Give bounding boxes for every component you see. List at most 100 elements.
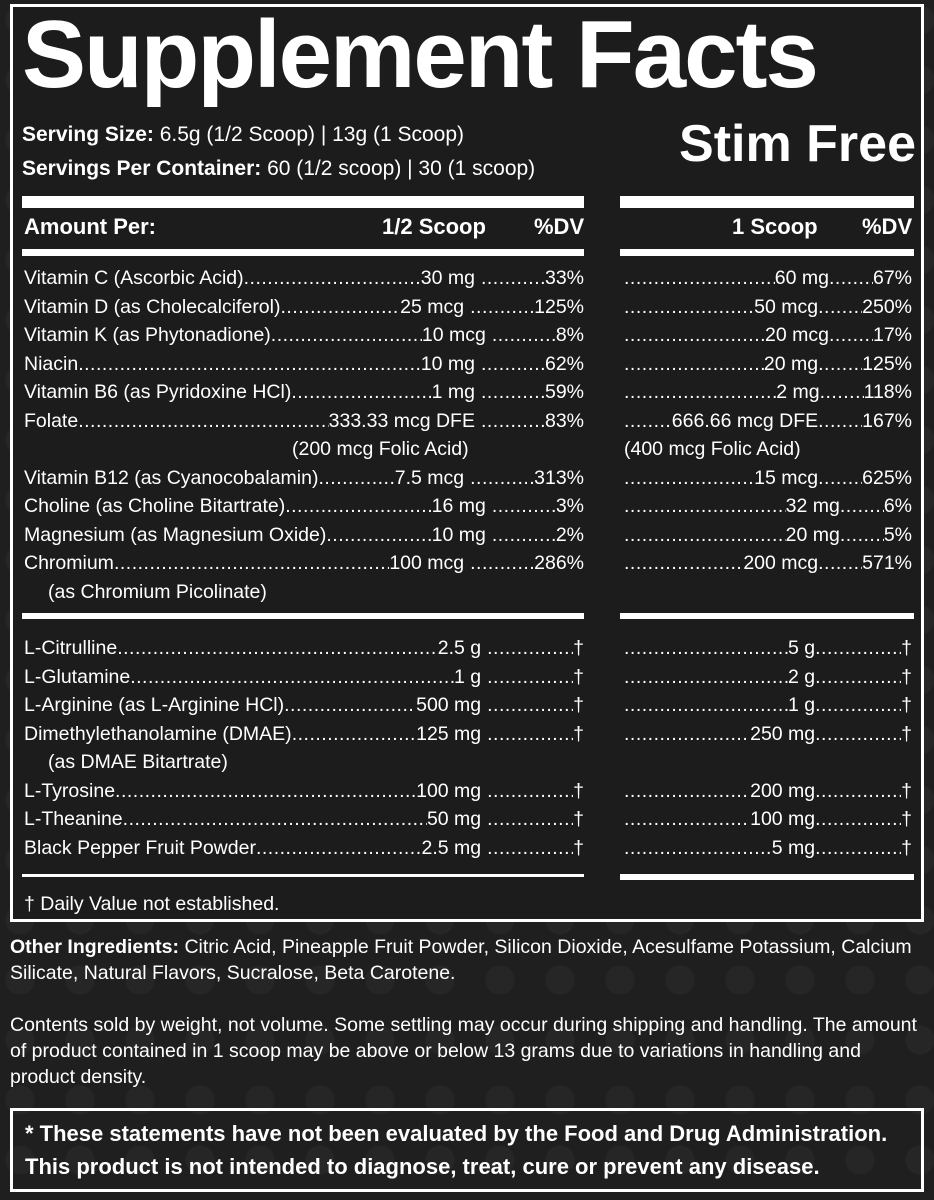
bottom-divider-left [22,874,584,877]
leader-dots [815,691,901,719]
one-scoop-note: (400 mcg Folic Acid) [624,438,801,460]
leader-dots [487,834,573,862]
leader-dots [624,321,765,349]
amount-one-scoop: 200 mg [750,779,816,802]
leader-dots [624,777,750,805]
amount-one-scoop: 200 mcg [743,552,819,574]
amount-one-scoop: 5 mg [771,836,816,859]
top-divider-right [620,196,914,208]
amount-half-scoop: 25 mcg [400,295,465,318]
mid-divider-right [620,613,914,619]
dv-half-scoop: 62% [544,352,584,375]
ingredient-name: Black Pepper Fruit Powder [24,836,256,859]
leader-dots [624,293,754,321]
amount-half-scoop: 7.5 mcg [394,466,465,489]
other-ingredients-label: Other Ingredients: [10,936,180,958]
amount-one-scoop: 2 g [788,665,816,688]
table-row-left: Chromium 100 mcg 286% [24,549,584,577]
dv-half-scoop: † [573,779,584,802]
one-scoop-header: 1 Scoop [732,214,818,239]
dv-half-scoop: 59% [544,381,584,403]
ingredient-form-note: (as Chromium Picolinate) [48,580,267,603]
ingredient-name: Magnesium (as Magnesium Oxide) [24,523,327,546]
leader-dots [117,634,438,662]
leader-dots [487,777,573,805]
ingredient-name: Vitamin K (as Phytonadione) [24,324,271,346]
amount-one-scoop: 15 mcg [754,466,819,489]
dv-half-scoop: 125% [534,295,584,318]
leader-dots [815,634,901,662]
leader-dots [291,378,431,406]
table-row-left: Magnesium (as Magnesium Oxide) 10 mg 2% [24,521,584,549]
dv-half-scoop: 3% [555,495,584,517]
leader-dots [470,464,534,492]
amount-one-scoop: 100 mg [750,808,816,830]
amount-half-scoop: 16 mg [431,495,486,517]
half-scoop-note: (200 mcg Folic Acid) [292,438,469,460]
amount-one-scoop: 250 mg [750,722,816,745]
leader-dots [487,805,573,833]
dv-header-left: %DV [534,214,585,239]
table-row-right: 2 mg 118% [624,378,912,406]
table-row-left: Vitamin D (as Cholecalciferol) 25 mcg 125% [24,293,584,321]
amount-half-scoop: 1 mg [431,381,475,403]
leader-dots [624,378,776,406]
ingredient-name: L-Theanine [24,808,123,830]
leader-dots [470,549,534,577]
leader-dots [114,549,389,577]
top-divider-left [22,196,584,208]
leader-dots [829,321,873,349]
ingredient-name: Vitamin B12 (as Cyanocobalamin) [24,466,319,489]
page-title: Supplement Facts [22,1,819,108]
amount-one-scoop: 50 mcg [754,295,819,318]
table-row-right: 20 mg 125% [624,350,912,378]
leader-dots [815,663,901,691]
table-row-right: 20 mcg 17% [624,321,912,349]
table-row-right: 2 g † [624,663,912,691]
leader-dots [624,407,672,435]
leader-dots [492,492,556,520]
ingredient-name: L-Arginine (as L-Arginine HCl) [24,694,285,716]
table-row-right: 250 mg † [624,720,912,748]
serving-size-value: 6.5g (1/2 Scoop) | 13g (1 Scoop) [153,123,465,146]
ingredient-name: Vitamin B6 (as Pyridoxine HCl) [24,381,292,403]
bottom-divider-right [620,874,914,880]
table-row-right: 5 mg † [624,834,912,862]
table-row-left: Vitamin B12 (as Cyanocobalamin) 7.5 mcg 31… [24,464,584,492]
leader-dots [624,805,750,833]
table-row-right: 666.66 mcg DFE 167% [624,407,912,435]
leader-dots [123,805,427,833]
amount-half-scoop: 2.5 mg [421,836,482,859]
amount-one-scoop: 32 mg [785,495,840,517]
table-row-left: Vitamin K (as Phytonadione) 10 mcg 8% [24,321,584,349]
variant-label: Stim Free [679,115,916,173]
dv-half-scoop: 313% [534,466,584,489]
serving-size: Serving Size: 6.5g (1/2 Scoop) | 13g (1 … [22,120,464,150]
leader-dots [624,634,788,662]
ingredient-name: Vitamin D (as Cholecalciferol) [24,295,281,318]
leader-dots [78,407,328,435]
column-gap [596,190,614,880]
leader-dots [624,350,764,378]
leader-dots [115,777,416,805]
amount-half-scoop: 1 g [454,665,482,688]
table-row-right: 200 mg † [624,777,912,805]
other-ingredients: Other Ingredients: Citric Acid, Pineappl… [10,934,920,986]
ingredient-name: Choline (as Choline Bitartrate) [24,495,286,517]
leader-dots [818,549,862,577]
table-row-left: L-Arginine (as L-Arginine HCl) 500 mg † [24,691,584,719]
leader-dots [820,378,864,406]
table-row-right: 15 mcg 625% [624,464,912,492]
ingredient-name: Vitamin C (Ascorbic Acid) [24,267,244,289]
leader-dots [481,350,545,378]
leader-dots [624,521,786,549]
table-row-left: Vitamin B6 (as Pyridoxine HCl) 1 mg 59% [24,378,584,406]
dv-one-scoop: † [901,779,912,802]
table-row-right: 20 mg 5% [624,521,912,549]
amount-one-scoop: 20 mg [785,523,840,546]
amount-half-scoop: 500 mg [416,694,482,716]
header-divider-left [22,249,584,256]
other-ingredients-text: Citric Acid, Pineapple Fruit Powder, Sil… [10,936,912,984]
dv-one-scoop: 571% [862,552,912,574]
fda-disclaimer: * These statements have not been evaluat… [10,1108,924,1192]
